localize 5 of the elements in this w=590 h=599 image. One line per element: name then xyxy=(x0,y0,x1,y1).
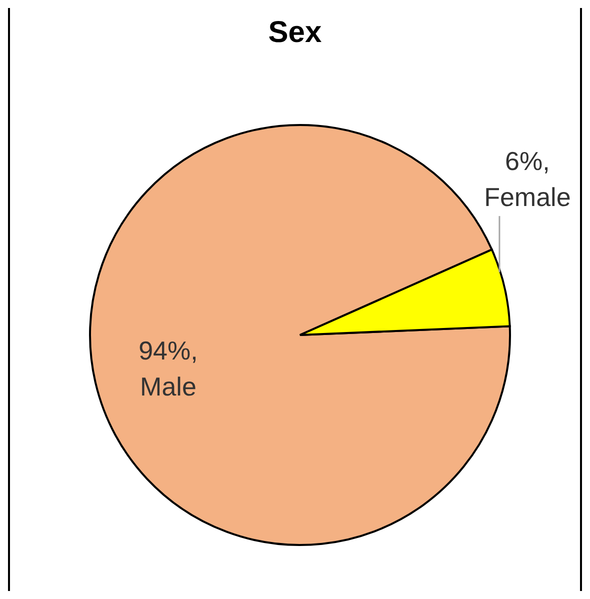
data-label: 94%, xyxy=(138,336,198,366)
data-label: 6%, xyxy=(505,146,550,176)
slice-label: Male xyxy=(140,372,196,402)
chart-title: Sex xyxy=(267,16,323,50)
slice-label: Female xyxy=(484,182,571,212)
